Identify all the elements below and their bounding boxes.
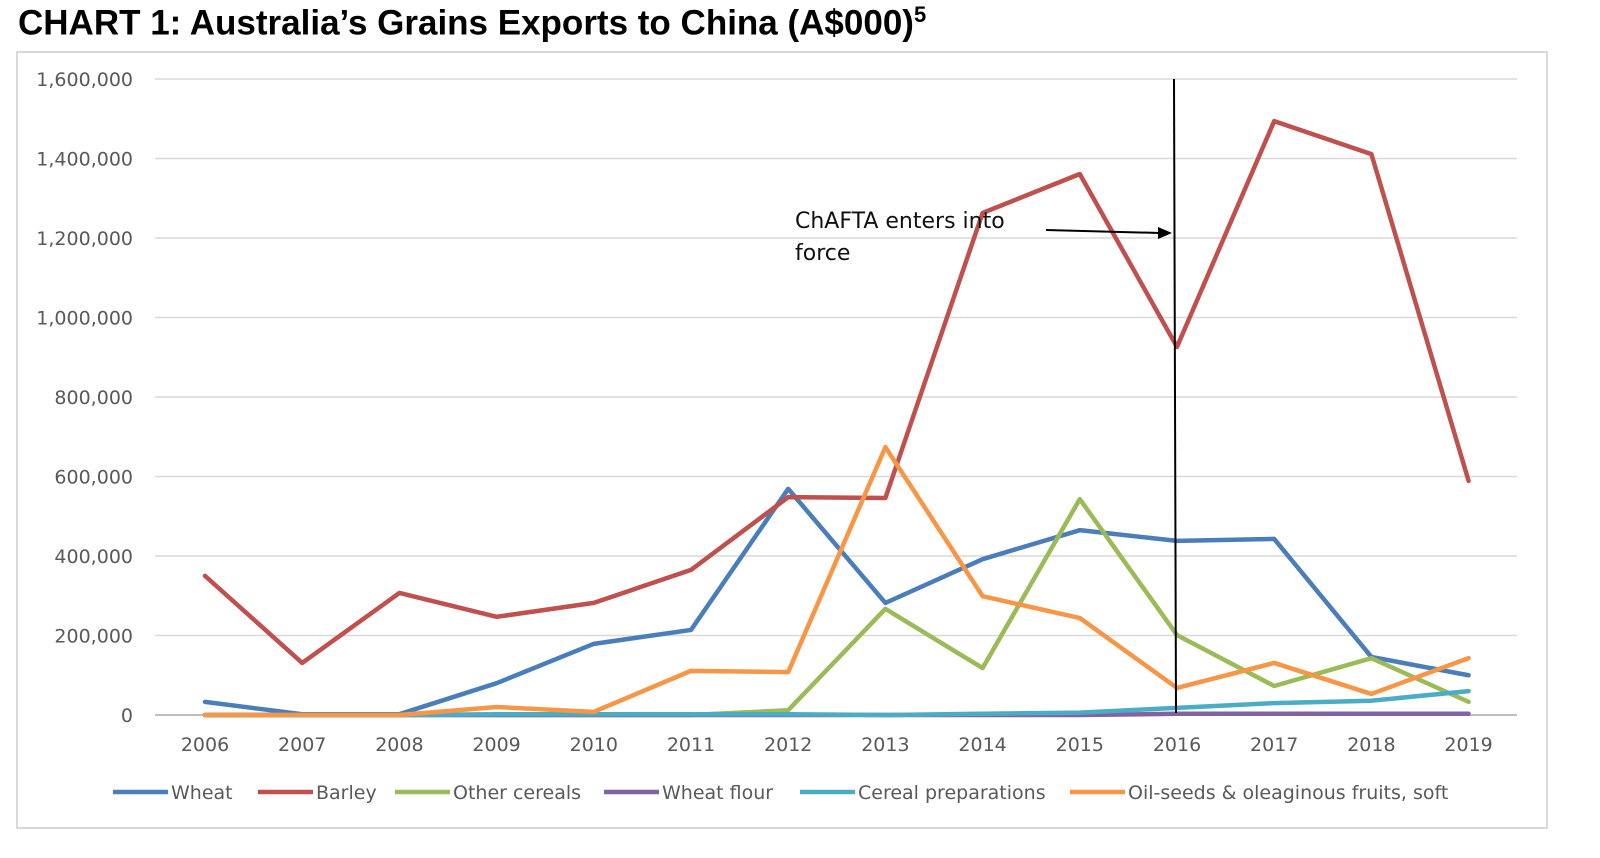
annotation-line-1: ChAFTA enters into (795, 209, 1005, 234)
arrowhead-icon (1158, 227, 1172, 239)
legend-item: Cereal preparations (800, 782, 1046, 804)
legend-item: Oil-seeds & oleaginous fruits, soft (1070, 782, 1448, 804)
legend-label: Wheat flour (662, 782, 773, 804)
y-tick-label: 1,200,000 (36, 228, 133, 250)
series-line-cereal-preparations (202, 688, 1471, 718)
x-tick-label: 2017 (1250, 734, 1298, 756)
x-tick-label: 2007 (278, 734, 326, 756)
chafta-marker-line (1173, 78, 1177, 714)
legend-item: Other cereals (395, 782, 581, 804)
x-tick-label: 2006 (181, 734, 229, 756)
series-line-oil-seeds-oleaginous-fruits-soft (202, 444, 1471, 718)
title-footnote: 5 (913, 2, 927, 27)
x-tick-label: 2011 (667, 734, 715, 756)
y-tick-label: 0 (121, 705, 133, 727)
x-tick-label: 2012 (764, 734, 812, 756)
x-tick-label: 2015 (1056, 734, 1104, 756)
x-tick-label: 2018 (1347, 734, 1395, 756)
y-tick-label: 400,000 (54, 546, 133, 568)
legend-item: Wheat flour (604, 782, 773, 804)
legend-label: Oil-seeds & oleaginous fruits, soft (1128, 782, 1448, 804)
x-tick-label: 2013 (861, 734, 909, 756)
chart-frame (16, 51, 1548, 829)
chart-title-text: CHART 1: Australia’s Grains Exports to C… (18, 3, 914, 43)
legend-label: Other cereals (453, 782, 581, 804)
series-line-barley (202, 118, 1471, 666)
y-tick-label: 200,000 (54, 626, 133, 648)
x-tick-label: 2010 (570, 734, 618, 756)
legend-label: Barley (316, 782, 377, 804)
annotation-arrow (1045, 229, 1161, 234)
legend-item: Barley (258, 782, 377, 804)
x-tick-label: 2019 (1444, 734, 1492, 756)
chart-title: CHART 1: Australia’s Grains Exports to C… (18, 2, 926, 44)
series-line-wheat (202, 486, 1471, 717)
y-tick-label: 600,000 (54, 467, 133, 489)
x-tick-label: 2014 (958, 734, 1006, 756)
y-tick-label: 1,000,000 (36, 308, 133, 330)
legend-label: Wheat (171, 782, 233, 804)
annotation-line-2: force (795, 241, 850, 266)
x-tick-label: 2009 (472, 734, 520, 756)
x-tick-label: 2008 (375, 734, 423, 756)
series-line-other-cereals (202, 496, 1471, 718)
y-tick-label: 800,000 (54, 387, 133, 409)
legend-label: Cereal preparations (858, 782, 1046, 804)
y-tick-label: 1,600,000 (36, 69, 133, 91)
y-tick-label: 1,400,000 (36, 149, 133, 171)
x-tick-label: 2016 (1153, 734, 1201, 756)
legend-item: Wheat (113, 782, 233, 804)
